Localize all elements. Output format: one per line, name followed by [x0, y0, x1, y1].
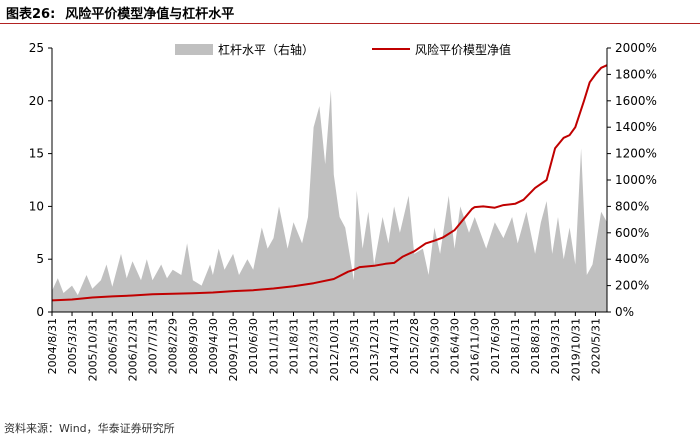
legend-swatch-leverage [175, 44, 213, 55]
legend-label-nav: 风险平价模型净值 [415, 42, 511, 57]
x-tick-label: 2006/12/31 [127, 318, 140, 381]
x-tick-label: 2008/2/29 [167, 318, 180, 374]
x-tick-label: 2009/11/30 [227, 318, 240, 381]
right-tick-label: 400% [615, 252, 649, 266]
x-tick-label: 2015/9/30 [428, 318, 441, 374]
x-tick-label: 2013/12/31 [368, 318, 381, 381]
x-tick-label: 2013/5/31 [348, 318, 361, 374]
right-tick-label: 1200% [615, 147, 657, 161]
legend: 杠杆水平（右轴） 风险平价模型净值 [175, 42, 511, 57]
x-tick-label: 2012/10/31 [328, 318, 341, 381]
right-tick-label: 600% [615, 226, 649, 240]
nav-line [51, 64, 608, 302]
x-tick-label: 2018/8/31 [529, 318, 542, 374]
x-tick-label: 2012/3/31 [308, 318, 321, 374]
chart: 0 5 10 15 20 25 0% 200% 400% 600% 800% 1000% 1200% 14… [29, 41, 657, 381]
x-tick-label: 2020/5/31 [589, 318, 602, 374]
left-tick-label: 20 [29, 94, 44, 108]
leverage-area [52, 90, 607, 312]
right-tick-label: 1600% [615, 94, 657, 108]
figure-title-text: 风险平价模型净值与杠杆水平 [65, 7, 235, 22]
leverage-area-layer [52, 90, 607, 312]
right-tick-label: 800% [615, 199, 649, 213]
left-tick-label: 0 [36, 305, 44, 319]
x-tick-label: 2015/2/28 [408, 318, 421, 374]
x-tick-label: 2019/10/31 [569, 318, 582, 381]
x-tick-label: 2008/9/30 [187, 318, 200, 374]
x-tick-label: 2005/3/31 [66, 318, 79, 374]
x-tick-label: 2006/5/31 [106, 318, 119, 374]
x-tick-label: 2016/11/30 [469, 318, 482, 381]
left-tick-label: 10 [29, 199, 44, 213]
x-tick-label: 2005/10/31 [86, 318, 99, 381]
left-tick-label: 5 [36, 252, 44, 266]
axes-layer: 0 5 10 15 20 25 0% 200% 400% 600% 800% 1000% 1200% 14… [29, 41, 657, 381]
x-tick-label: 2014/7/31 [388, 318, 401, 374]
x-tick-label: 2011/1/31 [267, 318, 280, 374]
x-tick-label: 2017/6/30 [489, 318, 502, 374]
right-tick-label: 2000% [615, 41, 657, 55]
x-tick-label: 2007/7/31 [147, 318, 160, 374]
left-tick-label: 15 [29, 147, 44, 161]
right-tick-label: 0% [615, 305, 634, 319]
x-tick-label: 2011/8/31 [288, 318, 301, 374]
x-tick-label: 2010/6/30 [247, 318, 260, 374]
right-tick-label: 1000% [615, 173, 657, 187]
right-tick-label: 1800% [615, 67, 657, 81]
figure-title: 图表26: 风险平价模型净值与杠杆水平 [6, 3, 234, 22]
title-rule [0, 23, 700, 24]
x-tick-label: 2004/8/31 [46, 318, 59, 374]
left-tick-label: 25 [29, 41, 44, 55]
source-note: 资料来源：Wind，华泰证券研究所 [4, 422, 175, 435]
x-tick-label: 2019/3/31 [549, 318, 562, 374]
figure-label: 图表26: [6, 7, 56, 22]
right-tick-label: 200% [615, 279, 649, 293]
right-tick-label: 1400% [615, 120, 657, 134]
x-tick-label: 2018/1/31 [509, 318, 522, 374]
x-tick-label: 2009/4/30 [207, 318, 220, 374]
legend-label-leverage: 杠杆水平（右轴） [218, 42, 314, 57]
x-tick-label: 2016/4/30 [449, 318, 462, 374]
nav-line-layer [51, 64, 608, 302]
